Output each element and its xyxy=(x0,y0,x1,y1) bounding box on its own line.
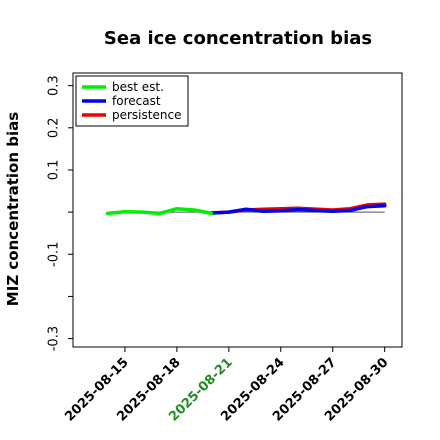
y-tick-label: 0.1 xyxy=(47,160,62,181)
y-axis-label: MIZ concentration bias xyxy=(4,112,22,306)
y-tick-label: -0.3 xyxy=(47,326,62,351)
y-axis-ticks: 0.3 0.2 0.1 -0.1 -0.3 xyxy=(47,75,73,351)
series-line-best-est xyxy=(105,206,214,216)
legend-entry: forecast xyxy=(112,94,161,108)
chart-title: Sea ice concentration bias xyxy=(104,28,372,49)
y-tick-label: 0.3 xyxy=(47,75,62,96)
y-tick-label: 0.2 xyxy=(47,117,62,138)
legend-entry: best est. xyxy=(112,80,164,94)
legend-entry: persistence xyxy=(112,108,181,122)
series-layer xyxy=(105,202,387,216)
y-tick-label: -0.1 xyxy=(47,242,62,267)
series-line-forecast xyxy=(209,204,387,215)
x-axis-ticks: 2025-08-152025-08-182025-08-212025-08-24… xyxy=(62,347,392,425)
